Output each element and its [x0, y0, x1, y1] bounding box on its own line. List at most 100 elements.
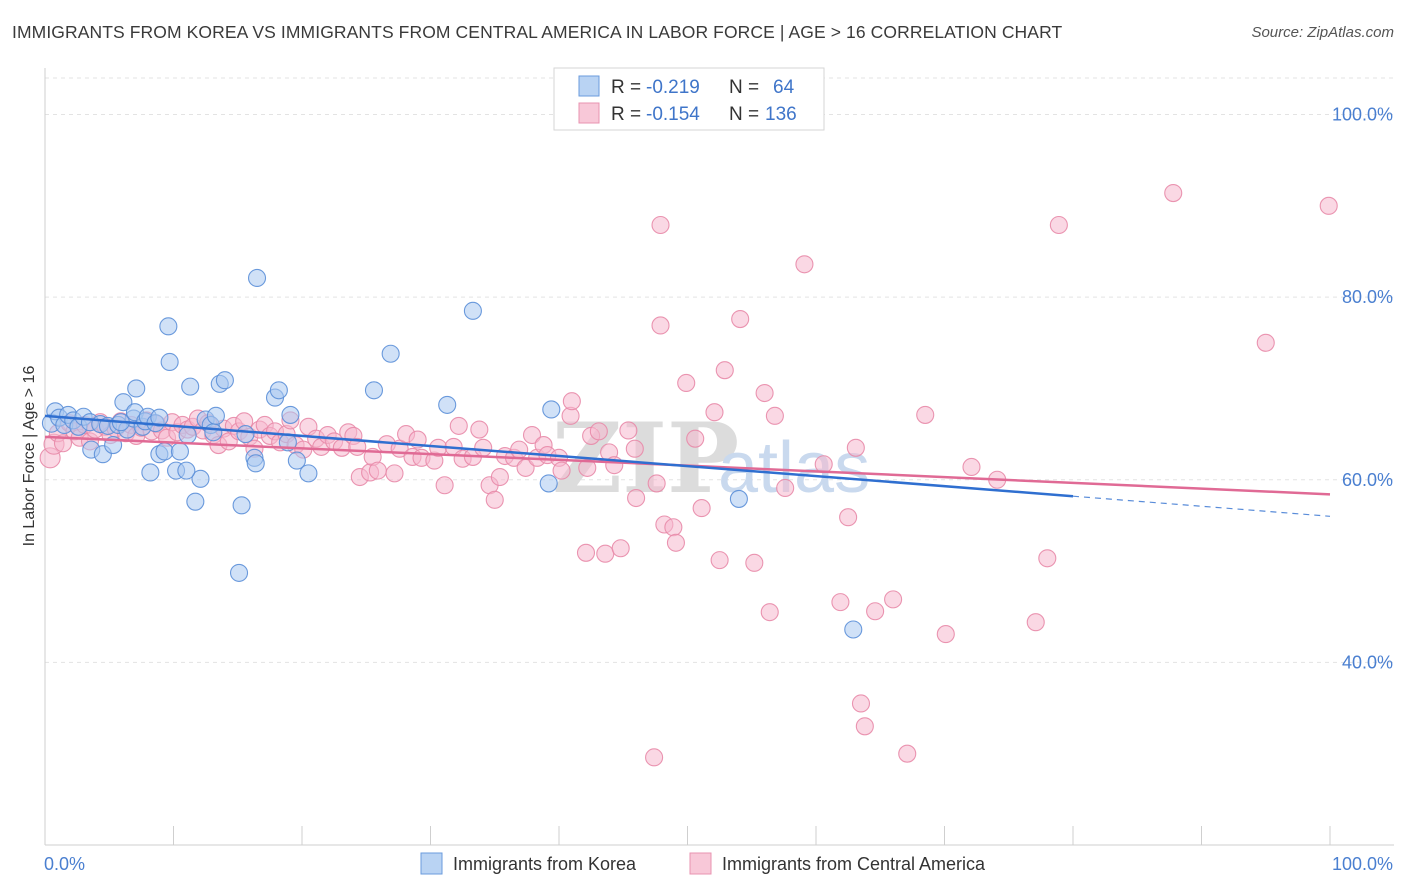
- y-tick-label-40: 40.0%: [1342, 652, 1393, 672]
- korea-point-51: [287, 451, 306, 470]
- central-america-point-142: [651, 215, 670, 235]
- korea-point-35: [191, 469, 210, 488]
- central-america-point-72: [435, 476, 454, 495]
- central-america-point-138: [851, 694, 871, 713]
- central-america-point-118: [760, 603, 779, 622]
- y-tick-labels: 40.0% 60.0% 80.0% 100.0%: [1332, 105, 1393, 673]
- korea-point-42: [232, 496, 251, 515]
- central-america-point-80: [485, 490, 504, 509]
- central-america-point-123: [831, 593, 850, 612]
- korea-point-59: [729, 489, 748, 508]
- central-america-point-130: [962, 457, 981, 477]
- central-america-point-116: [745, 553, 764, 572]
- central-america-point-84: [510, 440, 529, 459]
- legend-n-value-korea: 64: [773, 77, 795, 98]
- legend-n-label-central-america: N =: [729, 104, 759, 125]
- legend-r-value-korea: -0.219: [646, 77, 700, 98]
- central-america-point-126: [866, 602, 885, 621]
- central-america-point-117: [755, 383, 774, 403]
- korea-point-29: [160, 352, 179, 372]
- central-america-point-78: [474, 438, 493, 457]
- legend-swatch-korea: [578, 75, 600, 97]
- central-america-point-137: [1319, 196, 1338, 215]
- central-america-point-129: [936, 625, 955, 644]
- korea-point-45: [246, 454, 265, 473]
- central-america-point-81: [490, 467, 509, 487]
- central-america-point-86: [522, 425, 542, 445]
- central-america-point-115: [731, 310, 750, 329]
- korea-point-60: [844, 620, 863, 639]
- y-tick-label-60: 60.0%: [1342, 470, 1393, 490]
- central-america-point-97: [589, 422, 608, 441]
- korea-point-34: [186, 492, 205, 511]
- korea-point-62: [177, 461, 196, 480]
- central-america-point-114: [715, 361, 734, 380]
- korea-point-48: [269, 381, 288, 400]
- central-america-point-101: [611, 539, 630, 558]
- central-america-point-113: [710, 551, 729, 570]
- x-tick-labels: 0.0% 100.0%: [44, 854, 1393, 874]
- central-america-point-91: [552, 461, 571, 480]
- central-america-point-110: [686, 429, 705, 448]
- korea-point-41: [215, 371, 234, 390]
- korea-point-39: [206, 406, 225, 425]
- central-america-point-135: [1164, 184, 1183, 203]
- central-america-point-128: [916, 405, 935, 424]
- series-legend: Immigrants from Korea Immigrants from Ce…: [420, 852, 986, 875]
- korea-point-56: [463, 301, 482, 320]
- korea-point-23: [141, 463, 160, 482]
- central-america-point-104: [647, 474, 666, 493]
- korea-point-52: [299, 464, 318, 483]
- korea-point-33: [181, 377, 200, 396]
- korea-point-57: [539, 474, 558, 493]
- central-america-point-77: [470, 420, 489, 439]
- korea-point-27: [155, 442, 174, 461]
- korea-point-46: [247, 268, 267, 288]
- x-tick-label-100: 100.0%: [1332, 854, 1393, 874]
- korea-point-19: [127, 379, 146, 398]
- bottom-legend-label-korea: Immigrants from Korea: [453, 854, 637, 874]
- trend-line-korea-extension: [1072, 495, 1331, 517]
- stats-legend: R = -0.219 N = 64 R = -0.154 N = 136: [553, 67, 825, 131]
- legend-n-value-central-america: 136: [765, 104, 797, 125]
- legend-r-value-central-america: -0.154: [646, 104, 700, 125]
- bottom-legend-swatch-korea: [420, 852, 443, 875]
- central-america-point-64: [385, 464, 404, 483]
- korea-point-61: [229, 563, 249, 582]
- central-america-point-141: [645, 748, 664, 767]
- central-america-point-109: [677, 373, 696, 393]
- central-america-point-134: [1049, 215, 1068, 235]
- trend-line-korea: [44, 414, 1074, 498]
- legend-swatch-central-america: [578, 102, 600, 124]
- central-america-point-103: [625, 439, 644, 458]
- korea-point-28: [159, 317, 178, 336]
- central-america-point-111: [692, 499, 711, 518]
- central-america-point-108: [666, 533, 685, 552]
- central-america-point-140: [898, 744, 917, 763]
- central-america-point-132: [1026, 613, 1045, 632]
- central-america-point-94: [576, 543, 596, 562]
- central-america-point-121: [795, 255, 814, 274]
- central-america-point-107: [664, 518, 683, 537]
- series-korea-points: [41, 268, 863, 639]
- chart-title: IMMIGRANTS FROM KOREA VS IMMIGRANTS FROM…: [12, 22, 1063, 42]
- legend-r-label-central-america: R =: [611, 104, 641, 125]
- korea-point-31: [170, 442, 189, 461]
- central-america-point-139: [855, 717, 874, 736]
- central-america-point-102: [619, 421, 638, 440]
- central-america-point-105: [651, 316, 670, 335]
- y-tick-label-80: 80.0%: [1342, 287, 1393, 307]
- trend-lines: [44, 414, 1331, 517]
- central-america-point-112: [705, 403, 724, 422]
- korea-point-54: [381, 344, 400, 363]
- x-tick-label-0: 0.0%: [44, 854, 85, 874]
- legend-r-label-korea: R =: [611, 77, 641, 98]
- central-america-point-136: [1256, 333, 1275, 352]
- central-america-point-125: [846, 438, 865, 457]
- central-america-point-124: [839, 508, 858, 527]
- korea-point-58: [542, 400, 561, 419]
- korea-point-32: [178, 425, 197, 445]
- korea-point-25: [150, 408, 169, 427]
- central-america-point-62: [368, 461, 387, 480]
